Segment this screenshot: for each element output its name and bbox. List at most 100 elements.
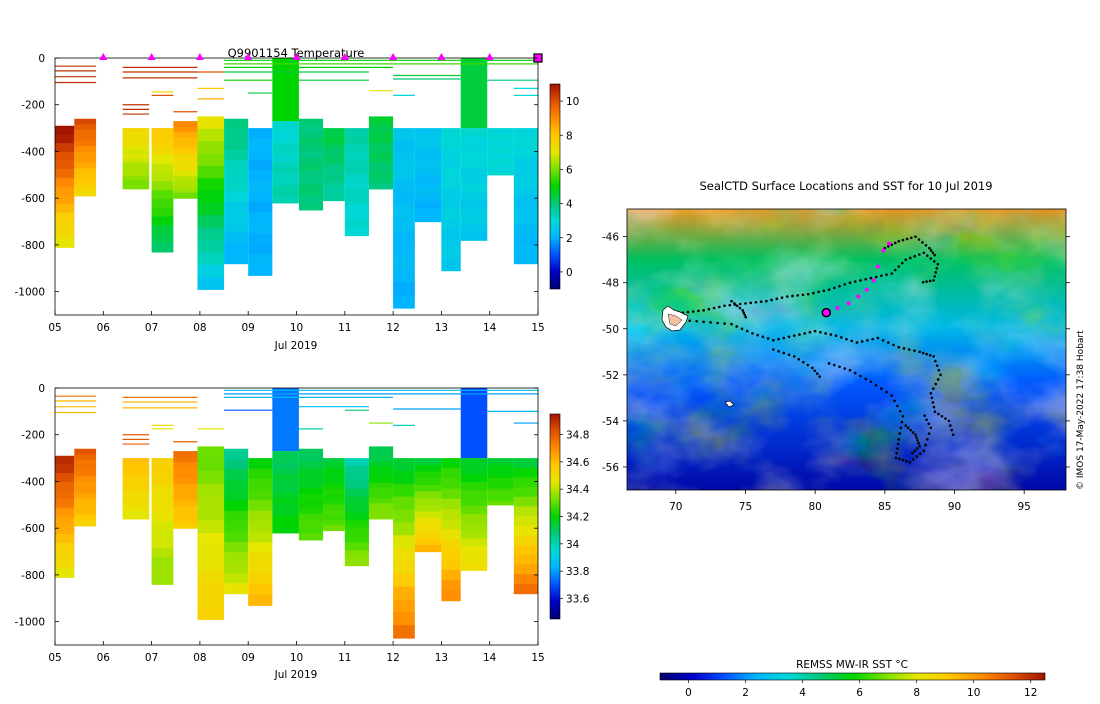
profile-cell (74, 448, 97, 455)
profile-cell (393, 573, 415, 588)
profile-cell (460, 152, 488, 161)
profile-cell (460, 490, 488, 499)
x-tick-label: 05 (48, 322, 61, 334)
profile-cell (248, 159, 273, 171)
track-point (869, 380, 873, 384)
profile-cell (74, 514, 97, 521)
profile-cell (224, 572, 249, 584)
profile-cell (393, 496, 415, 511)
profile-cell (513, 157, 538, 168)
track-point (707, 307, 711, 311)
profile-cell (173, 478, 198, 485)
profile-cell (323, 133, 345, 140)
profile-cell (298, 164, 324, 172)
track-point (899, 426, 903, 430)
profile-cell (344, 557, 369, 567)
temperature-xlabel: Jul 2019 (274, 340, 318, 352)
profile-cell (460, 176, 488, 185)
profile-cell (460, 128, 488, 137)
track-point (881, 338, 885, 342)
profile-cell (197, 227, 225, 241)
map-x-tick-label: 75 (739, 501, 752, 513)
profile-column (298, 448, 324, 541)
profile-cell (74, 520, 97, 527)
profile-cell (513, 176, 538, 187)
profile-cell (460, 232, 488, 241)
track-point (901, 238, 905, 242)
profile-cell (248, 468, 273, 480)
profile-cell (55, 195, 75, 205)
profile-column (414, 458, 442, 553)
track-point (777, 337, 780, 341)
profile-cell (272, 486, 299, 493)
profile-cell (441, 250, 461, 262)
profile-cell (513, 477, 538, 488)
profile-cell (224, 541, 249, 553)
track-point (797, 357, 801, 361)
profile-column (74, 118, 97, 197)
track-point (932, 279, 935, 282)
profile-cell (173, 451, 198, 458)
profile-cell (344, 227, 369, 237)
track-point (806, 292, 810, 296)
temperature-axes-ticks: 05 06 07 08 09 10 11 12 13 14 15 0 -200 -400 -600 -800 -… (14, 53, 544, 334)
track-point (908, 256, 912, 260)
profile-cell (298, 461, 324, 469)
profile-cell (272, 515, 299, 522)
track-point (914, 235, 917, 238)
profile-cell (74, 509, 97, 516)
profile-cell (248, 500, 273, 512)
profile-cell (55, 203, 75, 214)
track-point (803, 332, 806, 335)
profile-cell (393, 612, 415, 626)
track-point (741, 309, 744, 312)
profile-cell (393, 205, 415, 219)
profile-cell (173, 165, 198, 172)
profile-cell (55, 212, 75, 222)
track-point (925, 352, 928, 356)
profile-cell (487, 148, 514, 153)
track-point (798, 333, 801, 336)
profile-cell (344, 542, 369, 551)
profile-cell (272, 191, 299, 198)
profile-cell (298, 448, 324, 456)
track-point (913, 254, 917, 258)
profile-cell (368, 137, 394, 143)
day-marker (195, 53, 204, 60)
profile-cell (460, 522, 488, 531)
map-y-tick-label: -56 (602, 462, 619, 474)
profile-cell (414, 471, 442, 479)
track-point (913, 449, 917, 453)
track-point (924, 243, 928, 247)
profile-cell (414, 464, 442, 473)
x-tick-label: 13 (435, 652, 448, 664)
profile-cell (368, 147, 394, 154)
track-point (949, 424, 952, 427)
track-point (925, 280, 928, 283)
track-point (905, 237, 909, 241)
profile-cell (393, 599, 415, 613)
colorbar-tick-label: 33.6 (566, 594, 590, 606)
y-tick-label: -800 (21, 570, 45, 582)
profile-cell (173, 467, 198, 474)
temperature-title: Q9901154 Temperature (228, 46, 365, 60)
track-point (908, 461, 912, 464)
profile-cell (414, 141, 442, 149)
profile-cell (513, 574, 538, 585)
profile-cell (344, 151, 369, 160)
profile-cell (272, 462, 299, 470)
profile-cell (487, 481, 514, 486)
profile-cell (323, 494, 345, 501)
profile-cell (122, 488, 150, 494)
x-tick-label: 15 (531, 322, 544, 334)
profile-cell (151, 198, 174, 209)
track-point (923, 414, 926, 418)
profile-cell (441, 128, 461, 139)
profile-cell (122, 141, 150, 147)
track-point (926, 438, 929, 441)
profile-cell (173, 181, 198, 188)
y-tick-label: -600 (21, 523, 45, 535)
profile-cell (344, 204, 369, 214)
profile-cell (441, 549, 461, 561)
profile-cell (487, 144, 514, 149)
